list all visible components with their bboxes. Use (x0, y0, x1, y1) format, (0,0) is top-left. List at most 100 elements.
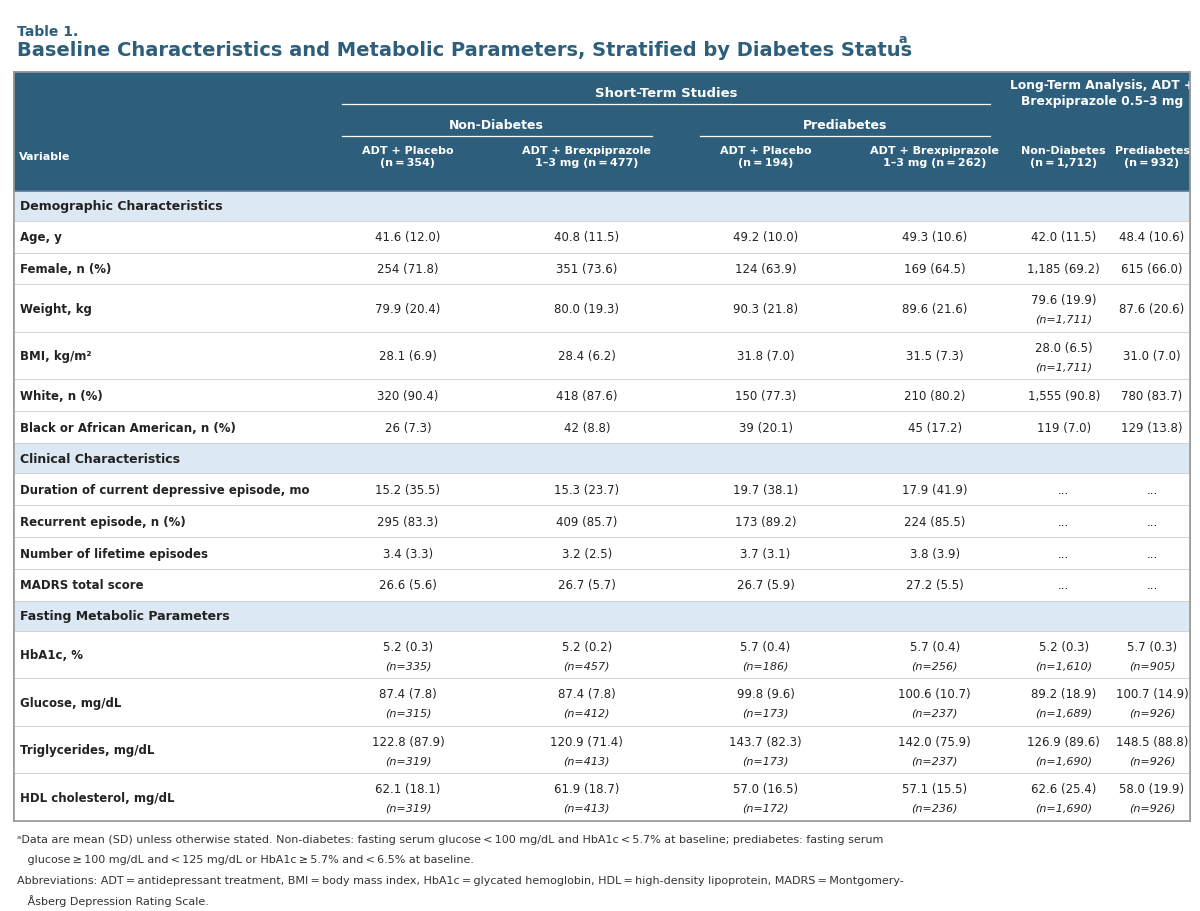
Text: 169 (64.5): 169 (64.5) (904, 262, 966, 276)
Bar (14, 601, 1190, 631)
Text: 45 (17.2): 45 (17.2) (907, 421, 962, 435)
Text: 780 (83.7): 780 (83.7) (1121, 389, 1183, 403)
Text: 15.2 (35.5): 15.2 (35.5) (376, 483, 440, 496)
Text: 100.6 (10.7): 100.6 (10.7) (899, 688, 971, 701)
Text: (n=173): (n=173) (743, 708, 788, 718)
Text: 40.8 (11.5): 40.8 (11.5) (554, 230, 619, 244)
Bar (14, 73, 1190, 191)
Text: 57.1 (15.5): 57.1 (15.5) (902, 783, 967, 795)
Text: 351 (73.6): 351 (73.6) (556, 262, 618, 276)
Bar (14, 253, 1190, 285)
Text: 42 (8.8): 42 (8.8) (564, 421, 610, 435)
Text: (n=237): (n=237) (912, 708, 958, 718)
Text: 124 (63.9): 124 (63.9) (734, 262, 797, 276)
Text: (n=335): (n=335) (385, 660, 431, 670)
Text: 173 (89.2): 173 (89.2) (734, 515, 797, 528)
Text: 87.4 (7.8): 87.4 (7.8) (558, 688, 616, 701)
Text: ADT + Placebo
(n = 354): ADT + Placebo (n = 354) (362, 146, 454, 168)
Text: (n=1,610): (n=1,610) (1036, 660, 1092, 670)
Bar (14, 191, 1190, 221)
Text: 5.2 (0.2): 5.2 (0.2) (562, 640, 612, 653)
Text: 31.8 (7.0): 31.8 (7.0) (737, 350, 794, 363)
Text: ...: ... (1146, 547, 1158, 560)
Text: 58.0 (19.9): 58.0 (19.9) (1120, 783, 1184, 795)
Text: BMI, kg/m²: BMI, kg/m² (20, 350, 92, 363)
Text: Non-Diabetes
(n = 1,712): Non-Diabetes (n = 1,712) (1021, 146, 1106, 168)
Text: 120.9 (71.4): 120.9 (71.4) (551, 735, 623, 748)
Bar (14, 506, 1190, 537)
Text: ADT + Placebo
(n = 194): ADT + Placebo (n = 194) (720, 146, 811, 168)
Text: ADT + Brexpiprazole
1–3 mg (n = 477): ADT + Brexpiprazole 1–3 mg (n = 477) (522, 146, 652, 168)
Text: 143.7 (82.3): 143.7 (82.3) (730, 735, 802, 748)
Text: White, n (%): White, n (%) (20, 389, 103, 403)
Text: (n=926): (n=926) (1129, 755, 1175, 765)
Text: 5.2 (0.3): 5.2 (0.3) (383, 640, 433, 653)
Text: 3.2 (2.5): 3.2 (2.5) (562, 547, 612, 560)
Text: (n=1,711): (n=1,711) (1036, 362, 1092, 372)
Text: HbA1c, %: HbA1c, % (20, 649, 84, 661)
Text: 17.9 (41.9): 17.9 (41.9) (902, 483, 967, 496)
Text: 5.2 (0.3): 5.2 (0.3) (1039, 640, 1088, 653)
Text: 79.9 (20.4): 79.9 (20.4) (376, 302, 440, 315)
Bar (14, 221, 1190, 253)
Text: (n=905): (n=905) (1129, 660, 1175, 670)
Text: 320 (90.4): 320 (90.4) (377, 389, 439, 403)
Text: 26 (7.3): 26 (7.3) (385, 421, 431, 435)
Text: ...: ... (1058, 483, 1069, 496)
Text: 122.8 (87.9): 122.8 (87.9) (372, 735, 444, 748)
Text: 41.6 (12.0): 41.6 (12.0) (376, 230, 440, 244)
Text: HDL cholesterol, mg/dL: HDL cholesterol, mg/dL (20, 791, 175, 804)
Text: (n=1,690): (n=1,690) (1036, 755, 1092, 765)
Text: 57.0 (16.5): 57.0 (16.5) (733, 783, 798, 795)
Bar (14, 773, 1190, 821)
Text: Abbreviations: ADT = antidepressant treatment, BMI = body mass index, HbA1c = gl: Abbreviations: ADT = antidepressant trea… (17, 875, 904, 885)
Text: 224 (85.5): 224 (85.5) (904, 515, 966, 528)
Text: 61.9 (18.7): 61.9 (18.7) (554, 783, 619, 795)
Text: (n=319): (n=319) (385, 755, 431, 765)
Bar (14, 679, 1190, 726)
Text: (n=319): (n=319) (385, 803, 431, 813)
Text: Non-Diabetes: Non-Diabetes (449, 119, 545, 132)
Text: (n=172): (n=172) (743, 803, 788, 813)
Bar (14, 569, 1190, 601)
Text: 99.8 (9.6): 99.8 (9.6) (737, 688, 794, 701)
Text: ...: ... (1146, 483, 1158, 496)
Bar (14, 333, 1190, 380)
Text: 129 (13.8): 129 (13.8) (1121, 421, 1183, 435)
Text: 49.3 (10.6): 49.3 (10.6) (902, 230, 967, 244)
Text: 87.4 (7.8): 87.4 (7.8) (379, 688, 437, 701)
Text: 5.7 (0.4): 5.7 (0.4) (910, 640, 960, 653)
Text: Triglycerides, mg/dL: Triglycerides, mg/dL (20, 743, 155, 756)
Bar (14, 474, 1190, 506)
Text: 150 (77.3): 150 (77.3) (734, 389, 797, 403)
Bar (14, 631, 1190, 679)
Text: Demographic Characteristics: Demographic Characteristics (20, 200, 223, 213)
Text: 27.2 (5.5): 27.2 (5.5) (906, 578, 964, 592)
Text: Prediabetes: Prediabetes (803, 119, 887, 132)
Text: 26.6 (5.6): 26.6 (5.6) (379, 578, 437, 592)
Text: ...: ... (1146, 578, 1158, 592)
Text: Recurrent episode, n (%): Recurrent episode, n (%) (20, 515, 186, 528)
Text: ...: ... (1058, 547, 1069, 560)
Text: Prediabetes
(n = 932): Prediabetes (n = 932) (1115, 146, 1189, 168)
Text: 409 (85.7): 409 (85.7) (556, 515, 618, 528)
Bar (14, 726, 1190, 773)
Text: 5.7 (0.3): 5.7 (0.3) (1127, 640, 1177, 653)
Text: 31.5 (7.3): 31.5 (7.3) (906, 350, 964, 363)
Text: Variable: Variable (19, 152, 71, 161)
Text: Clinical Characteristics: Clinical Characteristics (20, 452, 180, 466)
Text: ADT + Brexpiprazole
1–3 mg (n = 262): ADT + Brexpiprazole 1–3 mg (n = 262) (870, 146, 1000, 168)
Text: 142.0 (75.9): 142.0 (75.9) (899, 735, 971, 748)
Text: 62.1 (18.1): 62.1 (18.1) (376, 783, 440, 795)
Bar (14, 73, 1190, 821)
Text: Fasting Metabolic Parameters: Fasting Metabolic Parameters (20, 609, 230, 623)
Text: 89.2 (18.9): 89.2 (18.9) (1031, 688, 1097, 701)
Text: 48.4 (10.6): 48.4 (10.6) (1120, 230, 1184, 244)
Text: 80.0 (19.3): 80.0 (19.3) (554, 302, 619, 315)
Text: Short-Term Studies: Short-Term Studies (595, 87, 737, 99)
Bar (14, 380, 1190, 412)
Text: 295 (83.3): 295 (83.3) (377, 515, 439, 528)
Text: 49.2 (10.0): 49.2 (10.0) (733, 230, 798, 244)
Text: 62.6 (25.4): 62.6 (25.4) (1031, 783, 1097, 795)
Text: (n=412): (n=412) (564, 708, 610, 718)
